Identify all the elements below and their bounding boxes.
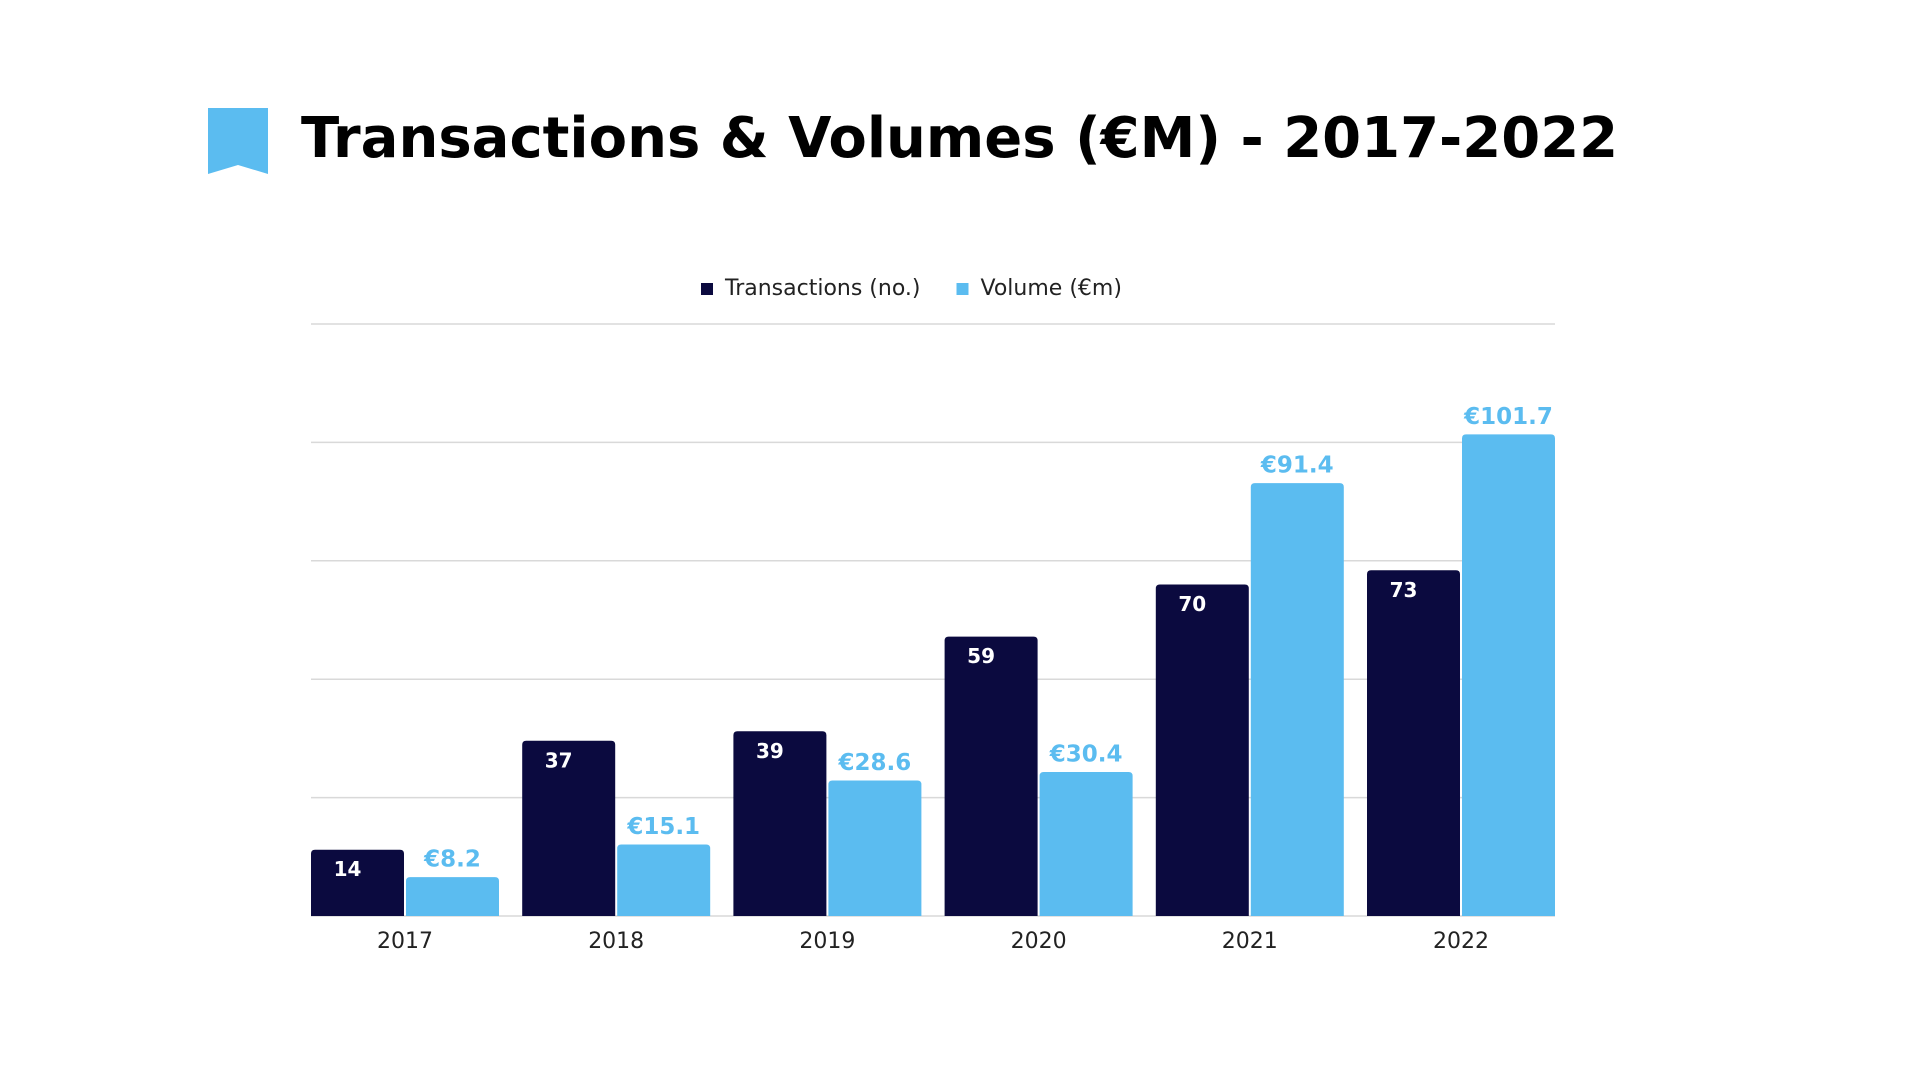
value-label: 39 <box>756 739 784 763</box>
value-label: 73 <box>1390 578 1418 602</box>
legend-swatch <box>701 283 713 295</box>
legend-swatch <box>956 283 969 295</box>
bar <box>1039 772 1133 916</box>
bar <box>1462 434 1555 916</box>
x-tick-label: 2020 <box>1011 929 1067 954</box>
value-label: €15.1 <box>626 814 700 840</box>
value-label: 37 <box>545 748 573 772</box>
legend-label: Transactions (no.) <box>724 276 921 301</box>
legend: Transactions (no.) Volume (€m) <box>701 276 1122 301</box>
x-tick-label: 2018 <box>588 929 644 954</box>
bar <box>617 844 711 916</box>
bar <box>522 740 616 916</box>
value-label: 59 <box>967 644 995 668</box>
title-icon <box>208 108 268 174</box>
bar <box>311 849 404 916</box>
bar <box>944 636 1038 916</box>
bar <box>1155 584 1249 916</box>
bar <box>733 731 827 916</box>
value-label: €30.4 <box>1049 742 1123 768</box>
x-tick-label: 2017 <box>377 929 433 954</box>
bar <box>406 877 499 916</box>
bar <box>828 780 922 916</box>
value-label: €101.7 <box>1463 404 1553 430</box>
legend-label: Volume (€m) <box>981 276 1122 301</box>
value-label: €28.6 <box>838 750 912 776</box>
bar <box>1250 483 1344 916</box>
value-label: €8.2 <box>423 847 481 873</box>
value-label: 14 <box>334 857 362 881</box>
x-tick-label: 2019 <box>799 929 855 954</box>
bar <box>1367 570 1460 916</box>
chart-title: Transactions & Volumes (€M) - 2017-2022 <box>301 106 1618 171</box>
value-label: €91.4 <box>1260 453 1334 479</box>
x-tick-label: 2021 <box>1222 929 1278 954</box>
x-tick-label: 2022 <box>1433 929 1489 954</box>
value-label: 70 <box>1178 592 1206 616</box>
